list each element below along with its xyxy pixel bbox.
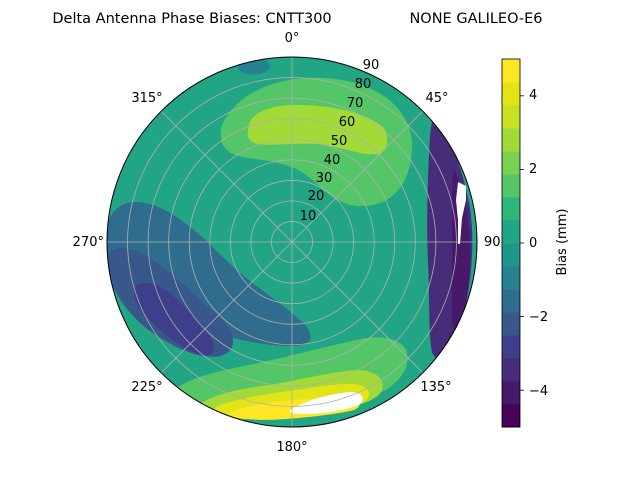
contour-region-northeast-high — [247, 104, 388, 155]
plot-boundary — [106, 56, 478, 428]
colorbar — [501, 58, 524, 428]
colorbar-tick-label: −4 — [529, 384, 548, 399]
colorbar-swatch — [502, 335, 520, 359]
colorbar-swatch — [502, 312, 520, 336]
radial-label-50: 50 — [331, 134, 348, 149]
azimuth-label-315: 315° — [131, 91, 162, 106]
colorbar-swatch — [502, 151, 520, 175]
colorbar-swatch — [502, 82, 520, 106]
polar-grid — [107, 57, 477, 427]
radial-label-80: 80 — [355, 77, 372, 92]
azimuth-label-0: 0° — [285, 31, 300, 46]
chart-title: Delta Antenna Phase Biases: CNTT300 — [52, 11, 331, 27]
radial-label-40: 40 — [324, 153, 341, 168]
colorbar-tick-label: 2 — [529, 162, 537, 177]
chart-subtitle: NONE GALILEO-E6 — [409, 11, 542, 27]
colorbar-swatch — [502, 197, 520, 221]
azimuth-label-225: 225° — [131, 380, 162, 395]
colorbar-swatch — [502, 174, 520, 198]
radial-label-10: 10 — [300, 209, 317, 224]
contour-region-west-low — [107, 202, 311, 346]
colorbar-tick-label: 4 — [529, 88, 537, 103]
radial-label-90: 90 — [363, 58, 380, 73]
colorbar-swatch — [502, 105, 520, 129]
grid-spoke — [160, 110, 293, 243]
colorbar-swatch — [502, 220, 520, 244]
azimuth-label-45: 45° — [425, 91, 448, 106]
radial-label-20: 20 — [308, 189, 325, 204]
colorbar-swatch — [502, 358, 520, 382]
colorbar-swatch — [502, 381, 520, 405]
colorbar-swatch — [502, 243, 520, 267]
colorbar-swatch — [502, 59, 520, 83]
radial-label-30: 30 — [316, 171, 333, 186]
azimuth-label-135: 135° — [420, 380, 451, 395]
colorbar-tick-label: −2 — [529, 310, 548, 325]
colorbar-label: Bias (mm) — [555, 209, 570, 276]
colorbar-swatch — [502, 404, 520, 428]
colorbar-swatch — [502, 266, 520, 290]
azimuth-label-180: 180° — [276, 440, 307, 455]
radial-label-70: 70 — [347, 96, 364, 111]
colorbar-swatch — [502, 128, 520, 152]
grid-spoke — [160, 241, 293, 374]
azimuth-label-90: 90° — [484, 235, 507, 250]
contour-region-southwest-core — [133, 282, 214, 356]
colorbar-tick-label: 0 — [529, 236, 537, 251]
azimuth-label-270: 270° — [73, 235, 104, 250]
radial-label-60: 60 — [339, 115, 356, 130]
colorbar-swatch — [502, 289, 520, 313]
colorbar-ticks: −4 −2 0 2 4 — [529, 88, 548, 399]
radial-labels: 10 20 30 40 50 60 70 80 90 — [300, 58, 380, 224]
contour-region-east-edge-min — [452, 170, 470, 331]
grid-spoke — [291, 241, 424, 374]
grid-spoke — [291, 110, 424, 243]
